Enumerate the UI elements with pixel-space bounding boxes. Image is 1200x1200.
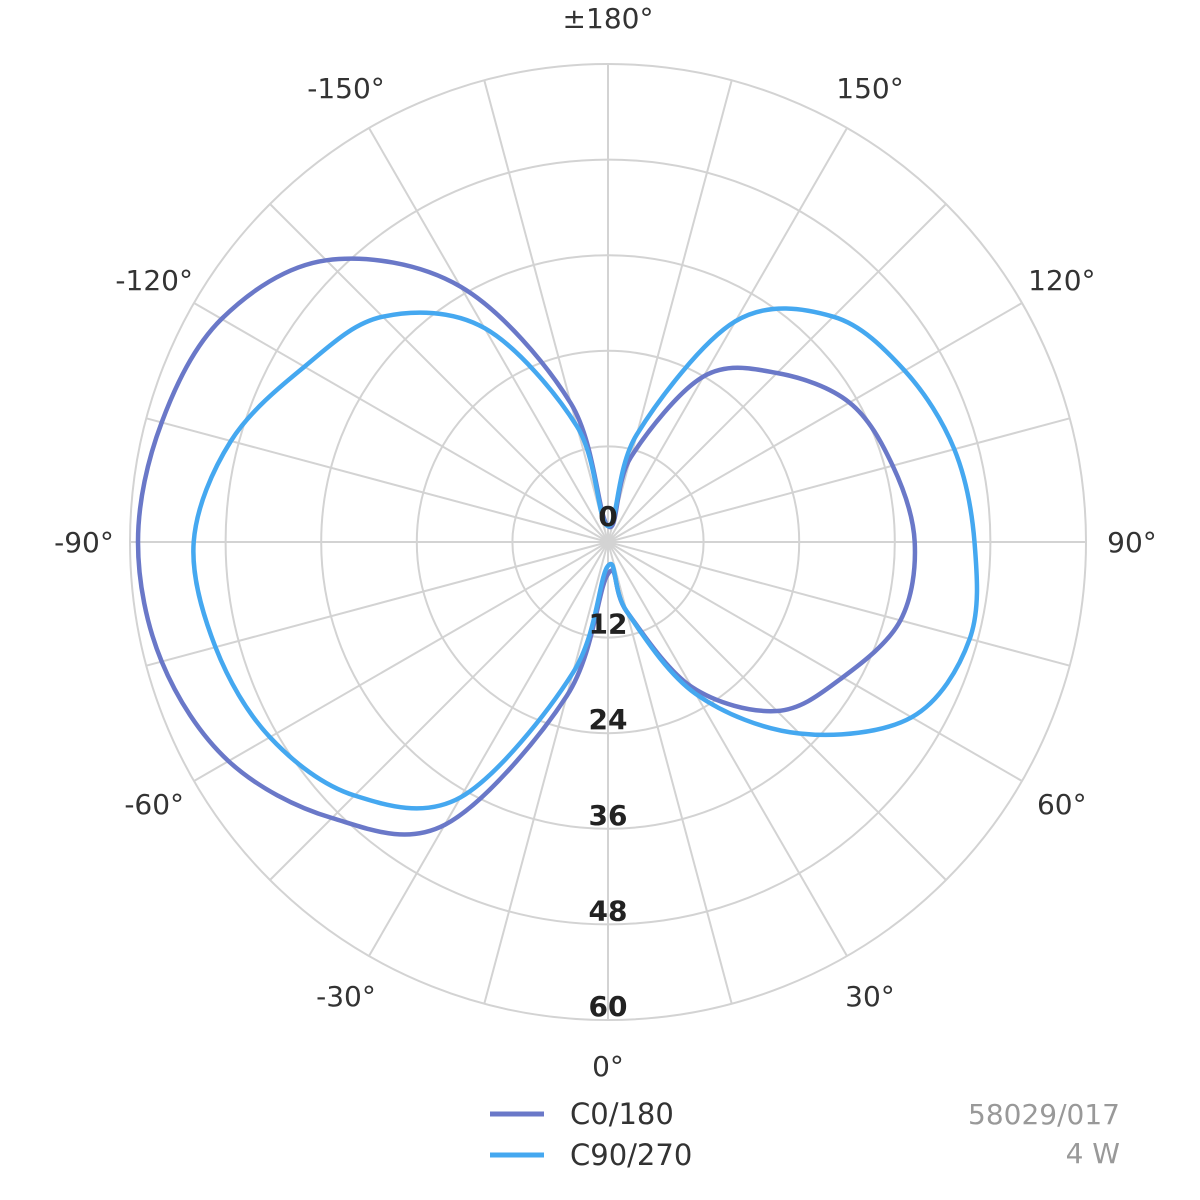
radial-tick-label: 12	[589, 608, 628, 641]
grid-spoke	[483, 541, 609, 1004]
grid-spoke	[269, 203, 609, 543]
angle-tick-label: -120°	[115, 264, 193, 297]
angle-tick-label: 60°	[1037, 788, 1087, 821]
legend-label-c0-180: C0/180	[570, 1097, 674, 1131]
series-c0-180	[135, 256, 918, 837]
grid-spoke	[607, 541, 733, 1004]
series-layer	[135, 256, 980, 837]
power-rating: 4 W	[1066, 1137, 1120, 1170]
angle-tick-label: -60°	[124, 788, 184, 821]
angle-tick-label: -150°	[307, 72, 385, 105]
grid-spoke	[146, 541, 609, 667]
angle-labels: 0° 30° 60° 90° 120° 150° ±180° -150° -120° -90° -6…	[54, 2, 1157, 1083]
grid-spoke	[193, 541, 609, 782]
angle-tick-label: 30°	[845, 980, 895, 1013]
radial-tick-label: 24	[589, 703, 628, 736]
radial-tick-label: 48	[589, 894, 628, 927]
legend-label-c90-270: C90/270	[570, 1138, 692, 1172]
grid-spoke	[607, 127, 848, 543]
grid-spoke	[607, 541, 1023, 782]
radial-tick-label: 36	[589, 799, 628, 832]
grid-spoke	[483, 80, 609, 543]
angle-tick-label: 120°	[1028, 264, 1095, 297]
grid-spoke	[607, 302, 1023, 543]
product-code: 58029/017	[968, 1098, 1120, 1131]
angle-tick-label: -90°	[54, 526, 114, 559]
grid-spoke	[607, 541, 848, 957]
angle-tick-label: 150°	[836, 72, 903, 105]
grid-spoke	[368, 127, 609, 543]
grid-spoke	[607, 417, 1070, 543]
angle-tick-label: ±180°	[563, 2, 654, 35]
legend: C0/180 C90/270	[490, 1097, 692, 1172]
grid-spoke	[368, 541, 609, 957]
grid-spoke	[269, 541, 609, 881]
grid-spoke	[607, 541, 1070, 667]
radial-labels: 0 12 24 36 48 60	[589, 500, 628, 1023]
radial-tick-label: 60	[589, 990, 628, 1023]
grid-spoke	[193, 302, 609, 543]
luminaire-info: 58029/017 4 W	[968, 1098, 1120, 1170]
polar-grid	[129, 63, 1087, 1021]
grid-spoke	[607, 80, 733, 543]
series-c90-270	[191, 306, 980, 811]
angle-tick-label: 90°	[1107, 526, 1157, 559]
grid-spoke	[146, 417, 609, 543]
radial-tick-label: 0	[598, 500, 617, 533]
angle-tick-label: 0°	[592, 1050, 624, 1083]
angle-tick-label: -30°	[316, 980, 376, 1013]
